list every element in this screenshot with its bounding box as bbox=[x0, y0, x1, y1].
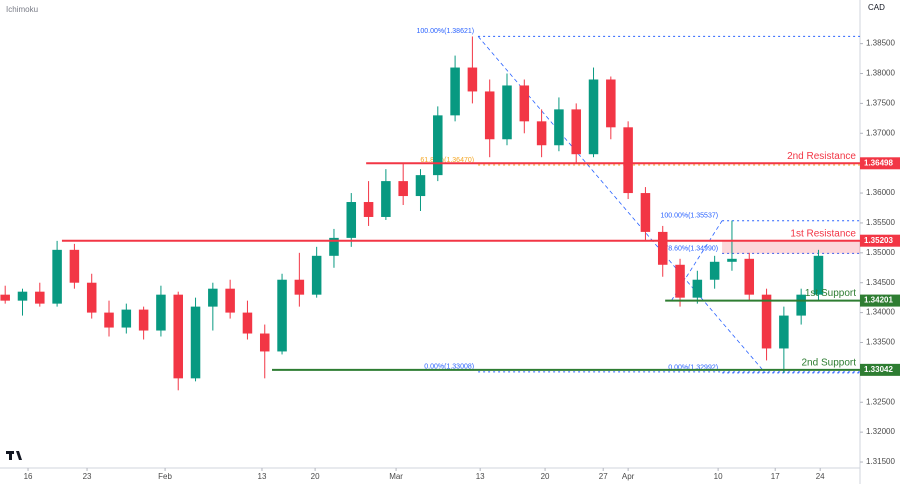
fib-label: 78.60%(1.34990) bbox=[664, 245, 718, 252]
tv-logo bbox=[6, 451, 22, 460]
x-tick-label: Apr bbox=[622, 472, 635, 481]
candle-body bbox=[398, 181, 408, 197]
candle-body bbox=[381, 181, 391, 217]
candle-body bbox=[433, 115, 443, 176]
x-tick-label: Feb bbox=[158, 472, 172, 481]
y-tick-label: 1.37000 bbox=[866, 128, 895, 137]
currency-label: CAD bbox=[868, 3, 885, 12]
candle-body bbox=[796, 294, 806, 316]
fib-label: 0.00%(1.33008) bbox=[424, 364, 474, 371]
candle-body bbox=[52, 249, 62, 304]
level-price: 1.33042 bbox=[864, 365, 893, 374]
x-tick-label: 20 bbox=[541, 472, 550, 481]
fib-label: 100.00%(1.38621) bbox=[416, 28, 474, 35]
x-tick-label: Mar bbox=[389, 472, 403, 481]
candle-body bbox=[17, 291, 28, 301]
candle-body bbox=[69, 249, 80, 283]
candle-body bbox=[415, 175, 426, 197]
candle-body bbox=[484, 91, 495, 140]
candle-body bbox=[242, 312, 253, 334]
candle-body bbox=[35, 291, 45, 304]
candle-body bbox=[813, 255, 824, 295]
x-tick-label: 16 bbox=[24, 472, 33, 481]
y-tick-label: 1.35000 bbox=[866, 248, 895, 257]
y-tick-label: 1.38500 bbox=[866, 39, 895, 48]
x-tick-label: 13 bbox=[258, 472, 267, 481]
y-tick-label: 1.37500 bbox=[866, 99, 895, 108]
x-tick-label: 23 bbox=[83, 472, 92, 481]
candle-body bbox=[311, 255, 322, 295]
candle-body bbox=[536, 121, 547, 146]
candle-body bbox=[346, 202, 357, 238]
candle-body bbox=[467, 67, 478, 92]
level-name: 1st Resistance bbox=[790, 228, 856, 239]
candle-body bbox=[588, 79, 599, 155]
y-tick-label: 1.35500 bbox=[866, 218, 895, 227]
y-tick-label: 1.33500 bbox=[866, 338, 895, 347]
level-price-box bbox=[860, 234, 900, 247]
candle-body bbox=[519, 85, 530, 122]
candle-body bbox=[208, 288, 218, 307]
level-price-box bbox=[860, 157, 900, 170]
candle-body bbox=[104, 312, 114, 328]
level-price: 1.35203 bbox=[864, 236, 893, 245]
candle-body bbox=[727, 258, 737, 262]
x-tick-label: 13 bbox=[476, 472, 485, 481]
y-tick-label: 1.34500 bbox=[866, 278, 895, 287]
y-tick-label: 1.38000 bbox=[866, 69, 895, 78]
y-tick-label: 1.36000 bbox=[866, 188, 895, 197]
candle-body bbox=[294, 279, 305, 295]
x-tick-label: 24 bbox=[816, 472, 825, 481]
x-tick-label: 20 bbox=[311, 472, 320, 481]
candle-body bbox=[675, 264, 685, 298]
candle-body bbox=[363, 202, 374, 217]
level-price-box bbox=[860, 294, 900, 307]
resistance-zone bbox=[722, 240, 860, 254]
candle-body bbox=[623, 127, 633, 194]
candle-body bbox=[86, 282, 97, 313]
candle-body bbox=[761, 294, 772, 349]
x-tick-label: 27 bbox=[599, 472, 608, 481]
candle-body bbox=[156, 294, 166, 331]
candle-body bbox=[554, 109, 564, 146]
y-tick-label: 1.34000 bbox=[866, 308, 895, 317]
candle-body bbox=[657, 231, 668, 265]
level-name: 2nd Support bbox=[802, 357, 857, 368]
candle-body bbox=[450, 67, 460, 116]
candle-body bbox=[0, 294, 10, 301]
y-tick-label: 1.32000 bbox=[866, 427, 895, 436]
indicator-label: Ichimoku bbox=[6, 5, 38, 14]
candle-body bbox=[571, 109, 581, 155]
fib-label: 100.00%(1.35537) bbox=[660, 213, 718, 220]
level-price: 1.36498 bbox=[864, 158, 893, 167]
candle-body bbox=[277, 279, 287, 352]
candle-body bbox=[692, 279, 703, 298]
level-price-box bbox=[860, 363, 900, 376]
candle-body bbox=[709, 261, 720, 280]
candle-body bbox=[502, 85, 512, 140]
candle-body bbox=[121, 309, 132, 328]
candle-body bbox=[190, 306, 201, 379]
candle-body bbox=[259, 333, 270, 352]
level-name: 2nd Resistance bbox=[787, 151, 856, 162]
candle-body bbox=[744, 258, 755, 295]
y-tick-label: 1.31500 bbox=[866, 457, 895, 466]
candle-body bbox=[138, 309, 149, 331]
candle-body bbox=[779, 315, 789, 349]
candle-body bbox=[640, 193, 651, 232]
x-tick-label: 10 bbox=[714, 472, 723, 481]
x-tick-label: 17 bbox=[771, 472, 780, 481]
candle-body bbox=[329, 237, 339, 256]
y-tick-label: 1.32500 bbox=[866, 397, 895, 406]
candle-body bbox=[606, 79, 616, 128]
level-price: 1.34201 bbox=[864, 296, 893, 305]
fib-label: 61.80%(1.36470) bbox=[420, 157, 474, 164]
level-name: 1st Support bbox=[805, 288, 856, 299]
fib-label: 0.00%(1.32992) bbox=[668, 365, 718, 372]
candle-body bbox=[225, 288, 235, 313]
candle-body bbox=[173, 294, 183, 379]
